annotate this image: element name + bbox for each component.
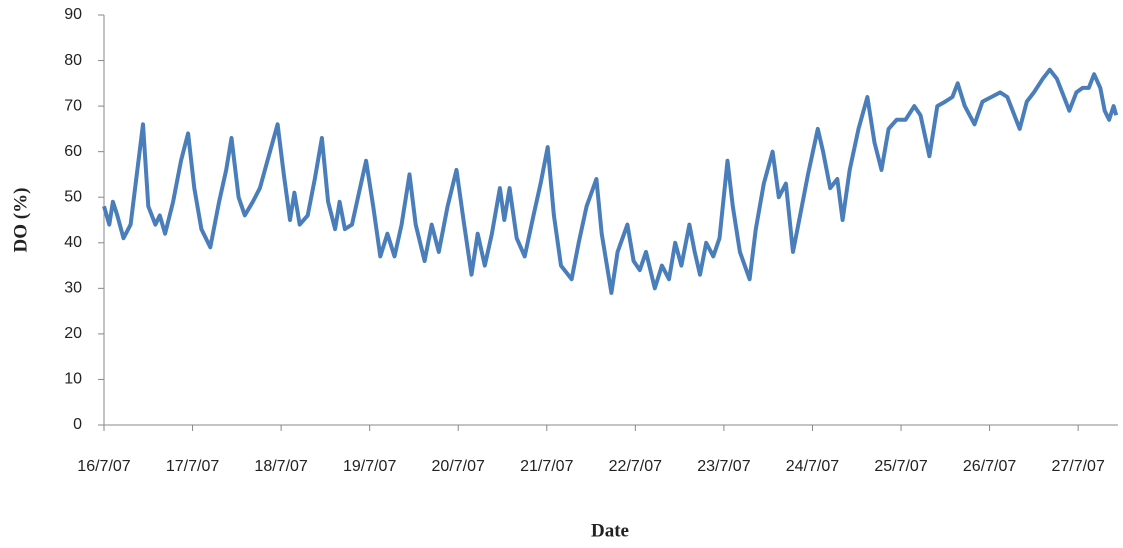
x-tick-label: 16/7/07 [77,458,130,475]
x-axis-title: Date [591,520,629,541]
x-tick-label: 23/7/07 [697,458,750,475]
data-line [102,67,1119,295]
x-tick-label: 25/7/07 [874,458,927,475]
x-tick-label: 20/7/07 [432,458,485,475]
x-tick-label: 24/7/07 [786,458,839,475]
y-tick-label: 0 [73,416,82,433]
y-tick-label: 40 [64,234,82,251]
x-tick-label: 18/7/07 [254,458,307,475]
x-tick-label: 19/7/07 [343,458,396,475]
x-tick-label: 22/7/07 [609,458,662,475]
y-tick-label: 90 [64,6,82,23]
x-tick-label: 27/7/07 [1051,458,1104,475]
y-tick-label: 50 [64,188,82,205]
y-tick-label: 20 [64,325,82,342]
y-axis-title: DO (%) [10,188,31,253]
x-tick-label: 26/7/07 [963,458,1016,475]
x-tick-label: 17/7/07 [166,458,219,475]
y-tick-label: 10 [64,371,82,388]
y-tick-label: 30 [64,280,82,297]
y-tick-label: 60 [64,143,82,160]
y-tick-label: 70 [64,97,82,114]
y-tick-label: 80 [64,52,82,69]
x-tick-label: 21/7/07 [520,458,573,475]
